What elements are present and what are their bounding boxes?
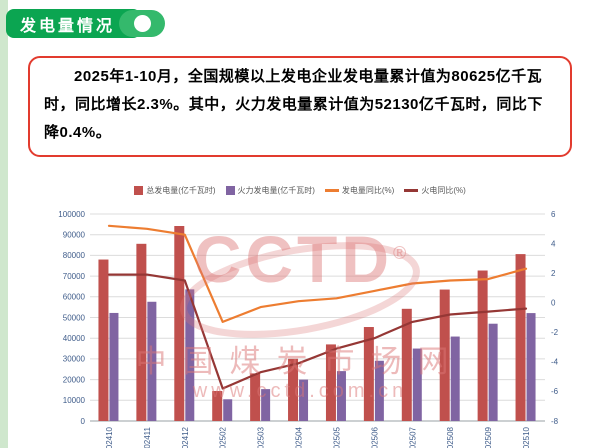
legend-label: 发电量同比(%) xyxy=(341,186,395,195)
bar xyxy=(439,289,450,421)
legend-item: 火力发电量(亿千瓦时) xyxy=(225,185,315,196)
left-axis-tick: 0 xyxy=(81,417,86,426)
bar xyxy=(136,243,147,421)
right-axis-tick: 4 xyxy=(551,239,556,248)
legend-item: 火电同比(%) xyxy=(404,185,466,196)
bar xyxy=(363,327,374,421)
x-axis-label: 202411 xyxy=(143,426,152,448)
x-axis-label: 202510 xyxy=(522,426,531,448)
legend-swatch-icon xyxy=(225,186,235,195)
bar xyxy=(174,226,185,421)
legend-item: 总发电量(亿千瓦时) xyxy=(134,185,216,196)
right-axis-tick: -2 xyxy=(551,328,559,337)
x-axis-label: 202505 xyxy=(332,426,341,448)
section-title-badge: 发电量情况 xyxy=(6,9,166,38)
legend-item: 发电量同比(%) xyxy=(324,185,395,196)
badge-dot-icon xyxy=(133,15,151,32)
legend-line-icon xyxy=(324,189,339,192)
line-series xyxy=(107,224,528,390)
x-axis-label: 202508 xyxy=(446,426,455,448)
legend-label: 火电同比(%) xyxy=(421,186,466,195)
right-axis-tick: 0 xyxy=(551,299,556,308)
left-axis-tick: 20000 xyxy=(63,375,86,384)
bar xyxy=(212,390,223,421)
bar xyxy=(374,360,384,421)
left-axis-tick: 90000 xyxy=(63,231,86,240)
right-axis-tick: -8 xyxy=(551,417,559,426)
x-axis-label: 202507 xyxy=(408,426,417,448)
badge-pill xyxy=(119,10,166,37)
bar xyxy=(450,336,460,421)
left-axis-tick: 60000 xyxy=(63,293,86,302)
generation-chart-svg: 0 10000 20000 30000 40000 50000 60000 70000 8000… xyxy=(58,210,558,448)
bar xyxy=(412,348,422,421)
left-axis-tick: 30000 xyxy=(63,355,86,364)
x-axis-label: 202504 xyxy=(295,426,304,448)
bar xyxy=(401,308,412,421)
bar xyxy=(250,373,261,421)
left-axis-tick: 50000 xyxy=(63,313,86,322)
right-axis-tick: 2 xyxy=(551,269,556,278)
left-axis-tick: 10000 xyxy=(63,396,86,405)
x-axis-label: 202410 xyxy=(105,426,114,448)
bar xyxy=(261,389,271,421)
bar-series xyxy=(98,226,536,421)
left-axis-tick: 70000 xyxy=(63,272,86,281)
axis-tick-labels: 0 10000 20000 30000 40000 50000 60000 70000 8000… xyxy=(58,210,558,448)
left-axis-tick: 100000 xyxy=(58,210,85,219)
bar xyxy=(109,312,119,421)
page-accent-strip xyxy=(0,0,8,448)
bar xyxy=(336,371,346,421)
left-axis-tick: 80000 xyxy=(63,251,86,260)
bar xyxy=(488,323,498,421)
bar xyxy=(325,344,336,421)
bar xyxy=(98,259,109,421)
trend-line xyxy=(107,273,528,390)
trend-line xyxy=(107,224,528,324)
x-axis-label: 202506 xyxy=(370,426,379,448)
x-axis-label: 202412 xyxy=(181,426,190,448)
bar xyxy=(515,254,526,421)
bar xyxy=(147,301,157,421)
right-axis-tick: 6 xyxy=(551,210,556,219)
bar xyxy=(526,313,536,421)
right-axis-tick: -4 xyxy=(551,358,559,367)
summary-box: 2025年1-10月，全国规模以上发电企业发电量累计值为80625亿千瓦时，同比… xyxy=(28,56,572,158)
bar xyxy=(477,270,488,421)
legend-label: 火力发电量(亿千瓦时) xyxy=(237,186,315,195)
x-axis-label: 202509 xyxy=(484,426,493,448)
gridlines xyxy=(90,213,545,422)
bar xyxy=(288,358,299,421)
left-axis-tick: 40000 xyxy=(63,334,86,343)
legend-label: 总发电量(亿千瓦时) xyxy=(146,186,216,195)
chart-legend: 总发电量(亿千瓦时) 火力发电量(亿千瓦时) 发电量同比(%) 火电同比(%) xyxy=(0,185,600,196)
legend-swatch-icon xyxy=(134,186,144,195)
page-title: 发电量情况 xyxy=(20,17,116,35)
legend-line-icon xyxy=(404,189,419,192)
bar xyxy=(185,289,195,421)
summary-text: 2025年1-10月，全国规模以上发电企业发电量累计值为80625亿千瓦时，同比… xyxy=(44,68,543,141)
bar xyxy=(299,379,309,421)
x-axis-label: 202502 xyxy=(219,426,228,448)
right-axis-tick: -6 xyxy=(551,387,559,396)
x-axis-label: 202503 xyxy=(257,426,266,448)
bar xyxy=(223,399,233,421)
